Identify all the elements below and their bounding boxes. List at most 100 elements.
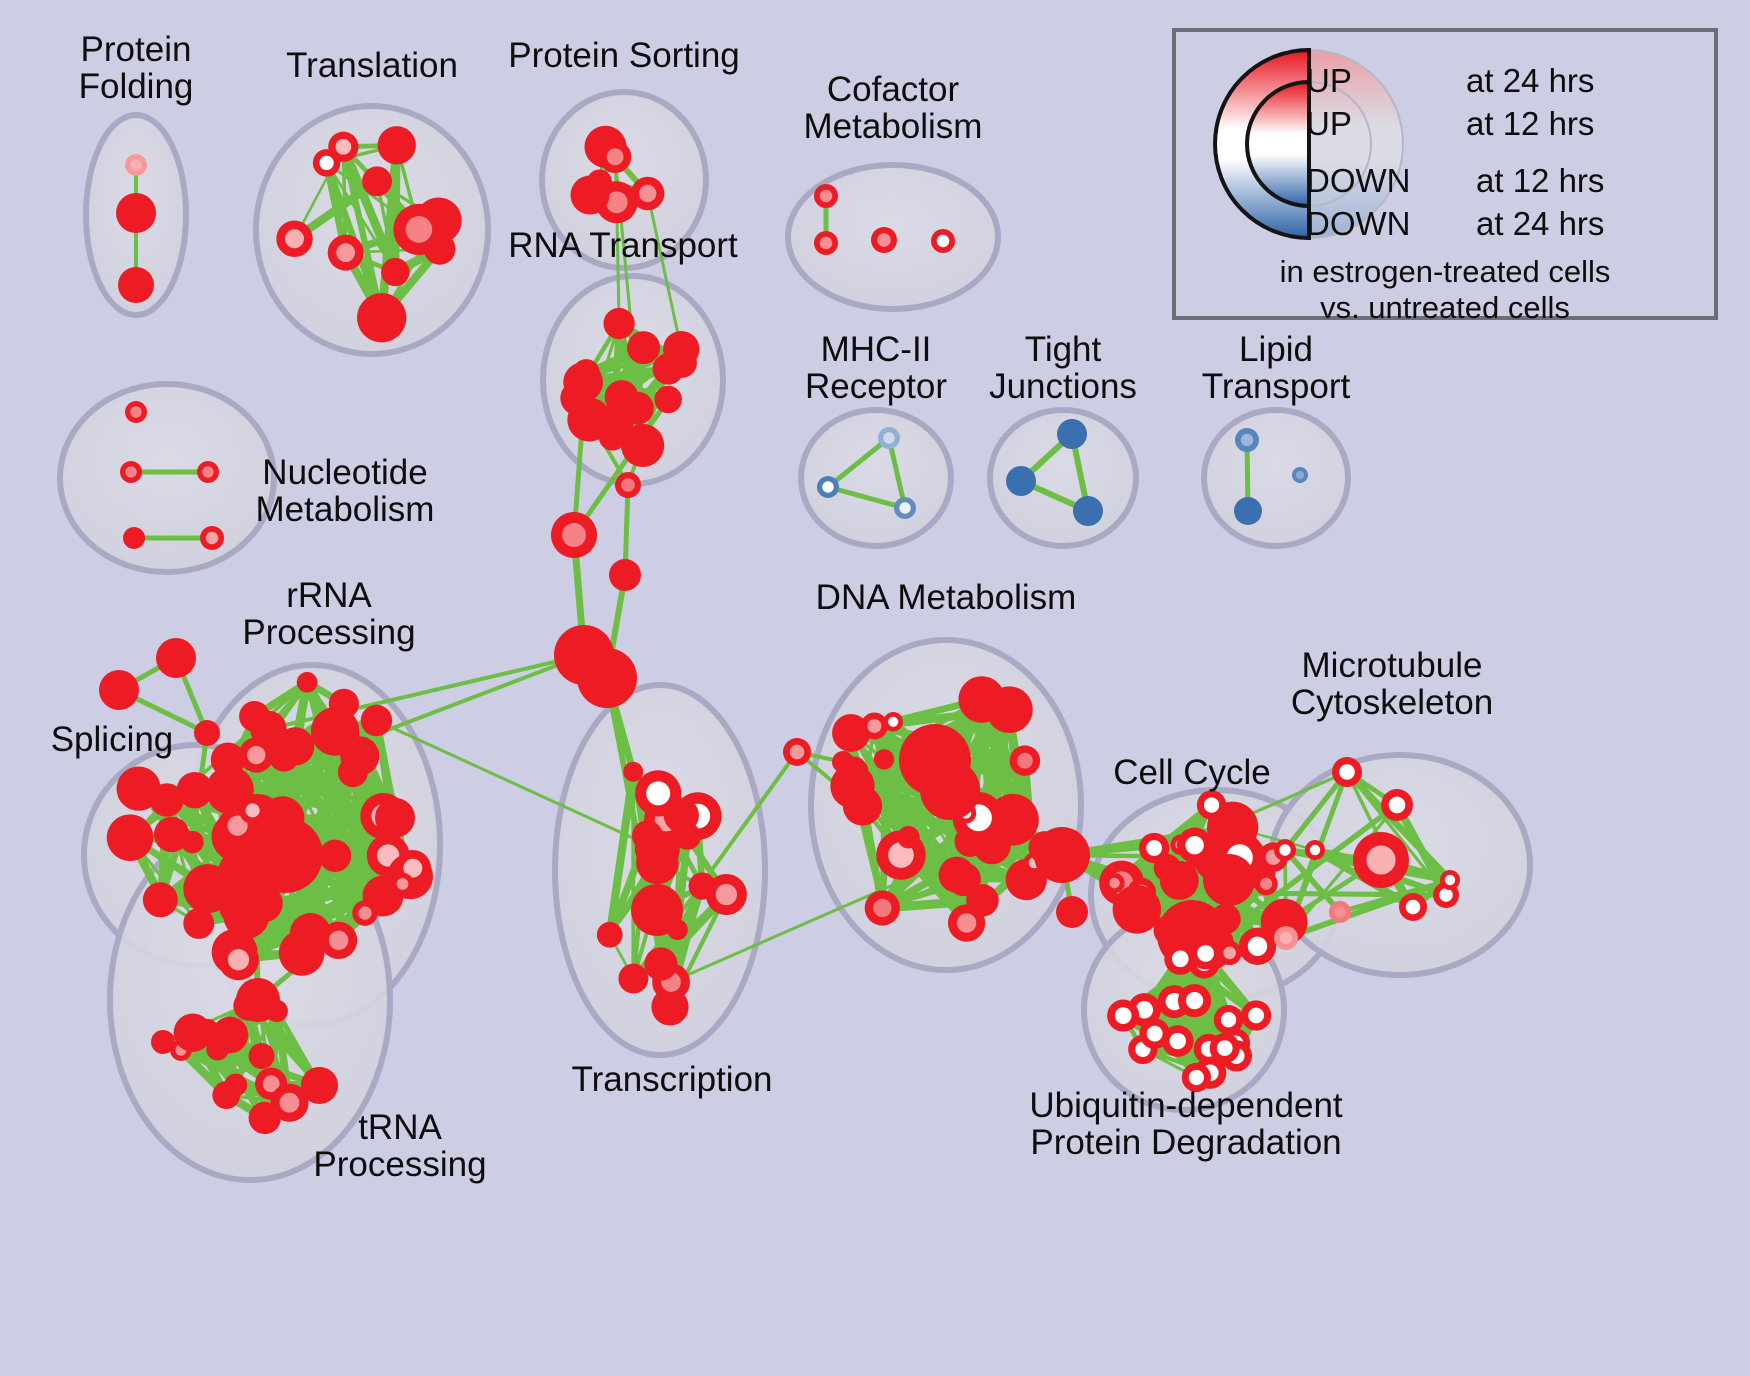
network-node[interactable] — [1139, 1018, 1170, 1049]
network-node[interactable] — [1112, 885, 1162, 934]
network-node[interactable] — [181, 830, 204, 854]
network-node[interactable] — [249, 710, 287, 748]
network-node[interactable] — [142, 882, 178, 918]
network-node[interactable] — [1164, 942, 1197, 975]
network-node[interactable] — [783, 738, 811, 766]
network-node[interactable] — [1034, 827, 1090, 883]
network-node[interactable] — [106, 814, 154, 861]
network-node[interactable] — [1177, 983, 1212, 1018]
network-node[interactable] — [300, 1066, 339, 1105]
network-node[interactable] — [1353, 832, 1409, 888]
network-node[interactable] — [878, 427, 900, 449]
network-node[interactable] — [832, 751, 854, 773]
network-node[interactable] — [217, 939, 259, 981]
network-node[interactable] — [1292, 467, 1308, 483]
network-node[interactable] — [627, 331, 661, 365]
network-node[interactable] — [1006, 466, 1036, 496]
network-node[interactable] — [873, 749, 895, 770]
network-node[interactable] — [1329, 901, 1351, 923]
network-node[interactable] — [644, 947, 678, 981]
network-node[interactable] — [705, 873, 747, 916]
network-node[interactable] — [1057, 419, 1087, 449]
network-node[interactable] — [1138, 832, 1170, 864]
network-node[interactable] — [1440, 870, 1460, 890]
network-node[interactable] — [270, 1083, 309, 1122]
network-node[interactable] — [663, 797, 699, 833]
network-node[interactable] — [615, 472, 641, 498]
network-node[interactable] — [654, 385, 682, 414]
network-node[interactable] — [620, 391, 654, 425]
network-node[interactable] — [200, 526, 224, 550]
network-node[interactable] — [375, 797, 415, 838]
network-node[interactable] — [920, 760, 980, 820]
network-node[interactable] — [268, 740, 300, 772]
network-node[interactable] — [327, 234, 364, 271]
network-node[interactable] — [630, 176, 665, 211]
network-node[interactable] — [817, 476, 839, 498]
network-node[interactable] — [156, 638, 196, 678]
network-node[interactable] — [357, 293, 407, 343]
network-node[interactable] — [239, 796, 267, 824]
network-node[interactable] — [236, 978, 280, 1022]
network-node[interactable] — [632, 820, 663, 852]
network-node[interactable] — [276, 220, 313, 257]
network-node[interactable] — [393, 203, 445, 256]
network-node[interactable] — [1381, 789, 1413, 821]
network-node[interactable] — [197, 461, 219, 483]
network-node[interactable] — [151, 1030, 175, 1054]
network-node[interactable] — [1104, 872, 1125, 894]
network-node[interactable] — [245, 884, 283, 923]
network-node[interactable] — [883, 712, 903, 732]
network-node[interactable] — [1209, 1032, 1240, 1064]
network-node[interactable] — [118, 267, 154, 303]
network-node[interactable] — [1274, 839, 1296, 861]
network-node[interactable] — [296, 671, 318, 693]
network-node[interactable] — [1073, 496, 1103, 526]
network-node[interactable] — [176, 771, 213, 809]
network-node[interactable] — [814, 184, 838, 208]
network-node[interactable] — [570, 175, 610, 215]
network-node[interactable] — [1241, 1000, 1272, 1031]
network-node[interactable] — [636, 841, 679, 885]
network-node[interactable] — [560, 380, 595, 416]
network-node[interactable] — [1213, 1005, 1244, 1035]
network-node[interactable] — [598, 140, 632, 174]
network-node[interactable] — [1056, 896, 1088, 928]
network-node[interactable] — [340, 736, 380, 776]
network-node[interactable] — [391, 872, 414, 896]
network-node[interactable] — [116, 766, 161, 811]
network-node[interactable] — [377, 126, 416, 165]
network-node[interactable] — [183, 907, 215, 939]
network-node[interactable] — [1189, 937, 1222, 970]
network-node[interactable] — [603, 307, 635, 340]
network-node[interactable] — [173, 1013, 212, 1052]
network-node[interactable] — [814, 231, 838, 255]
network-node[interactable] — [362, 166, 393, 197]
network-node[interactable] — [1009, 745, 1041, 776]
network-node[interactable] — [1203, 854, 1255, 906]
network-node[interactable] — [1107, 999, 1140, 1032]
network-node[interactable] — [946, 862, 981, 897]
network-node[interactable] — [577, 648, 637, 708]
network-node[interactable] — [621, 423, 665, 468]
network-node[interactable] — [125, 401, 147, 423]
network-node[interactable] — [1196, 790, 1227, 820]
network-node[interactable] — [623, 761, 644, 782]
network-node[interactable] — [618, 963, 649, 994]
network-node[interactable] — [123, 527, 145, 549]
network-node[interactable] — [1159, 860, 1199, 900]
network-node[interactable] — [319, 921, 358, 960]
network-node[interactable] — [551, 512, 597, 558]
network-node[interactable] — [864, 890, 900, 926]
network-node[interactable] — [248, 1043, 275, 1069]
network-node[interactable] — [224, 1073, 248, 1097]
network-node[interactable] — [230, 846, 253, 869]
network-node[interactable] — [931, 229, 955, 253]
network-node[interactable] — [1274, 926, 1298, 950]
network-node[interactable] — [1399, 893, 1427, 921]
network-node[interactable] — [609, 559, 641, 591]
network-node[interactable] — [897, 826, 920, 849]
network-node[interactable] — [116, 193, 156, 233]
network-node[interactable] — [1234, 497, 1262, 525]
network-node[interactable] — [1235, 428, 1259, 452]
